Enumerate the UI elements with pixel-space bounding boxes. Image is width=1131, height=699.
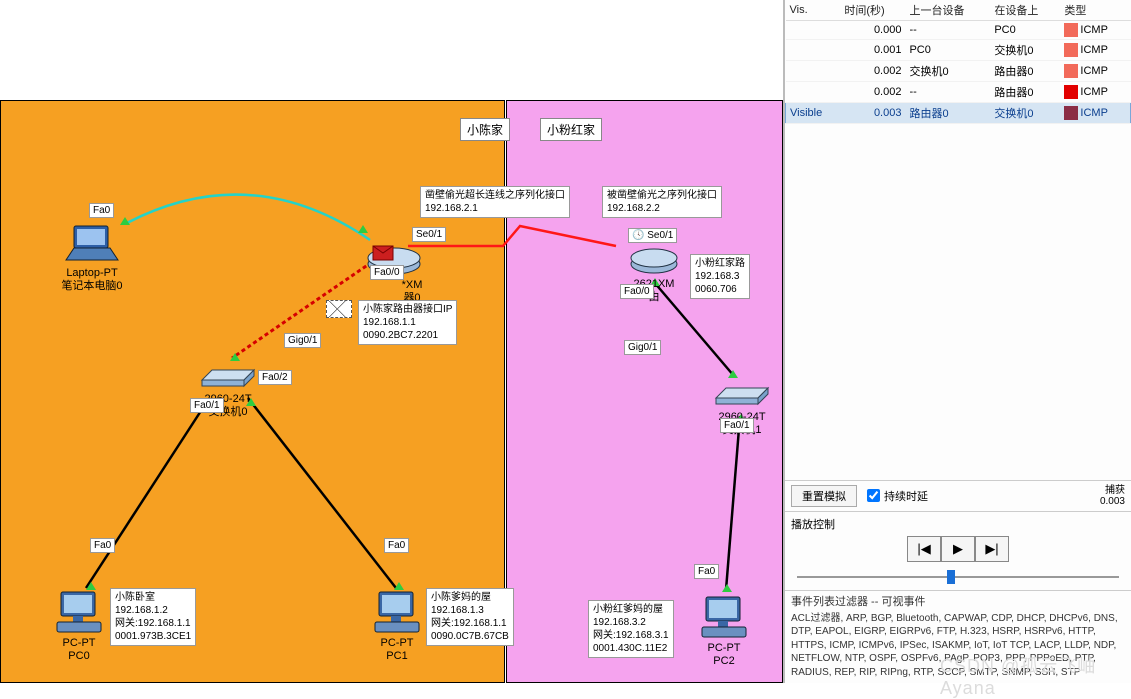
constant-delay-label: 持续时延 — [884, 488, 928, 504]
play-section: 播放控制 |◀ ▶ ▶| — [785, 511, 1131, 590]
slider-knob[interactable] — [947, 570, 955, 584]
event-row[interactable]: 0.002--路由器0ICMP — [786, 82, 1131, 103]
play-button[interactable]: ▶ — [941, 536, 975, 562]
port-label: Fa0/1 — [190, 398, 224, 413]
slider-track — [797, 576, 1119, 578]
filters-title: 事件列表过滤器 -- 可视事件 — [791, 595, 1125, 610]
pdu-envelope-icon[interactable] — [326, 300, 352, 318]
device-pc1[interactable]: PC-PT PC1 — [373, 590, 421, 663]
reset-row: 重置模拟 持续时延 捕获 0.003 — [785, 480, 1131, 511]
event-row[interactable]: 0.001PC0交换机0ICMP — [786, 40, 1131, 61]
link-status-icon — [728, 370, 738, 378]
speed-slider[interactable] — [791, 568, 1125, 586]
port-label: Gig0/1 — [624, 340, 661, 355]
topology-canvas[interactable]: 小陈家 小粉红家 Laptop-PT 笔记本电脑0 *XM 器0 — [0, 0, 783, 683]
col-type: 类型 — [1060, 0, 1130, 21]
device-label: PC-PT PC2 — [700, 642, 748, 668]
event-table[interactable]: Vis. 时间(秒) 上一台设备 在设备上 类型 0.000--PC0ICMP0… — [785, 0, 1131, 124]
switch-icon — [712, 380, 772, 408]
port-label: Fa0/0 — [620, 284, 654, 299]
port-label: 🕓 Se0/1 — [628, 228, 677, 243]
zone-label-orange: 小陈家 — [460, 118, 510, 141]
event-row[interactable]: 0.002交换机0路由器0ICMP — [786, 61, 1131, 82]
port-label: Fa0 — [384, 538, 409, 553]
constant-delay-checkbox[interactable]: 持续时延 — [867, 488, 928, 504]
pc-icon — [55, 590, 103, 634]
device-label: Laptop-PT 笔记本电脑0 — [60, 267, 124, 293]
play-controls: |◀ ▶ ▶| — [791, 536, 1125, 562]
info-label: 被凿壁偷光之序列化接口192.168.2.2 — [602, 186, 722, 218]
info-label: 小粉红家路192.168.30060.706 — [690, 254, 750, 299]
col-time: 时间(秒) — [840, 0, 905, 21]
port-label: Fa0 — [90, 538, 115, 553]
link-status-icon — [722, 584, 732, 592]
play-title: 播放控制 — [791, 516, 1125, 532]
port-label: Fa0 — [694, 564, 719, 579]
device-laptop0[interactable]: Laptop-PT 笔记本电脑0 — [60, 224, 124, 293]
info-label: 小陈卧室192.168.1.2网关:192.168.1.10001.973B.3… — [110, 588, 196, 646]
port-label: Fa0 — [89, 203, 114, 218]
link-status-icon — [358, 225, 368, 233]
col-last: 上一台设备 — [905, 0, 990, 21]
capture-readout: 捕获 0.003 — [1100, 485, 1125, 507]
switch-icon — [198, 362, 258, 390]
constant-delay-input[interactable] — [867, 489, 880, 502]
info-label: 小陈爹妈的屋192.168.1.3网关:192.168.1.10090.0C7B… — [426, 588, 514, 646]
port-label: Fa0/1 — [720, 418, 754, 433]
event-row[interactable]: Visible0.003路由器0交换机0ICMP — [786, 103, 1131, 124]
event-row[interactable]: 0.000--PC0ICMP — [786, 21, 1131, 40]
reset-simulation-button[interactable]: 重置模拟 — [791, 485, 857, 507]
port-label: Gig0/1 — [284, 333, 321, 348]
pc-icon — [700, 595, 748, 639]
link-status-icon — [394, 582, 404, 590]
filters-body: ACL过滤器, ARP, BGP, Bluetooth, CAPWAP, CDP… — [791, 612, 1125, 680]
col-at: 在设备上 — [990, 0, 1060, 21]
laptop-icon — [60, 224, 124, 264]
info-label: 凿壁偷光超长连线之序列化接口192.168.2.1 — [420, 186, 570, 218]
event-filters[interactable]: 事件列表过滤器 -- 可视事件 ACL过滤器, ARP, BGP, Blueto… — [785, 590, 1131, 683]
event-table-header: Vis. 时间(秒) 上一台设备 在设备上 类型 — [786, 0, 1131, 21]
pc-icon — [373, 590, 421, 634]
step-back-button[interactable]: |◀ — [907, 536, 941, 562]
col-vis: Vis. — [786, 0, 841, 21]
link-status-icon — [86, 582, 96, 590]
link-status-icon — [230, 353, 240, 361]
port-label: Fa0/2 — [258, 370, 292, 385]
info-label: 小粉红爹妈的屋192.168.3.2网关:192.168.3.10001.430… — [588, 600, 674, 658]
simulation-panel: Vis. 时间(秒) 上一台设备 在设备上 类型 0.000--PC0ICMP0… — [783, 0, 1131, 683]
zone-label-pink: 小粉红家 — [540, 118, 602, 141]
router-icon — [628, 245, 680, 275]
device-label: PC-PT PC1 — [373, 637, 421, 663]
device-pc0[interactable]: PC-PT PC0 — [55, 590, 103, 663]
device-label: PC-PT PC0 — [55, 637, 103, 663]
port-label: Se0/1 — [412, 227, 446, 242]
event-list[interactable]: Vis. 时间(秒) 上一台设备 在设备上 类型 0.000--PC0ICMP0… — [785, 0, 1131, 480]
device-pc2[interactable]: PC-PT PC2 — [700, 595, 748, 668]
step-fwd-button[interactable]: ▶| — [975, 536, 1009, 562]
info-label: 小陈家路由器接口IP192.168.1.10090.2BC7.2201 — [358, 300, 457, 345]
port-label: Fa0/0 — [370, 265, 404, 280]
